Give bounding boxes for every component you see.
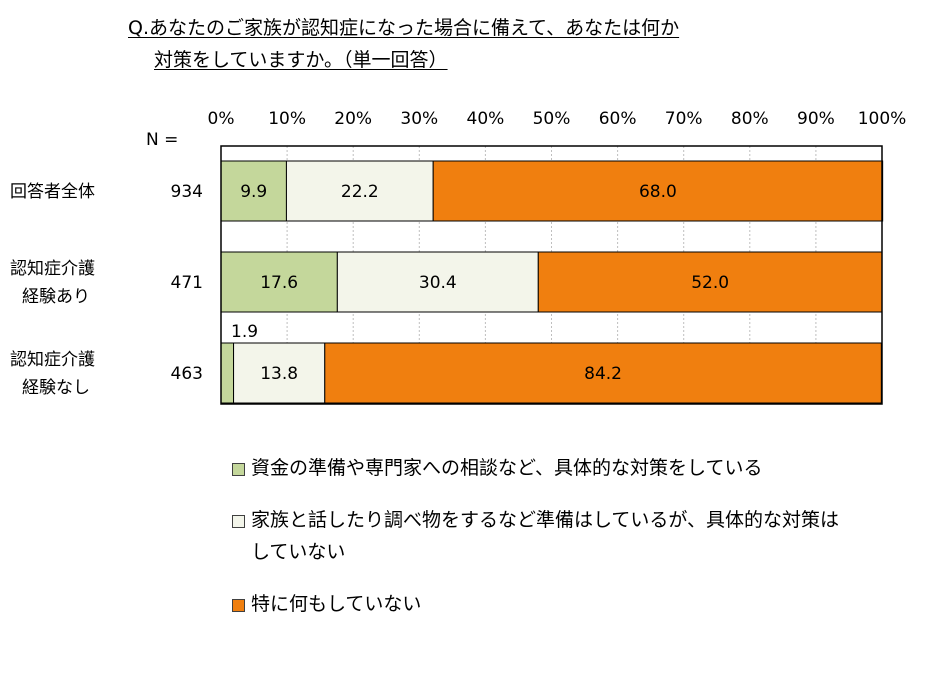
data-label: 9.9 — [240, 182, 267, 202]
legend-item-nothing: 特に何もしていない — [232, 588, 872, 620]
category-label: 回答者全体 — [10, 182, 95, 202]
bar-segment — [537, 251, 883, 313]
legend-label: 特に何もしていない — [251, 593, 422, 615]
bar-segment — [324, 342, 882, 404]
x-tick-label: 90% — [797, 109, 835, 129]
data-label: 22.2 — [341, 182, 379, 202]
legend-swatch-orange — [232, 599, 245, 612]
category-label: 経験あり — [22, 287, 90, 307]
data-label: 17.6 — [260, 273, 298, 293]
legend-label: 家族と話したり調べ物をするなど準備はしているが、具体的な対策はしていない — [251, 509, 840, 563]
x-tick-label: 0% — [208, 109, 235, 129]
bar-segment — [220, 251, 338, 313]
n-label: N = — [146, 130, 178, 150]
bar-segment — [336, 251, 539, 313]
data-label: 13.8 — [260, 364, 298, 384]
legend: 資金の準備や専門家への相談など、具体的な対策をしている 家族と話したり調べ物をす… — [232, 452, 872, 640]
data-label: 84.2 — [584, 364, 622, 384]
x-tick-label: 30% — [400, 109, 438, 129]
n-value: 471 — [171, 273, 203, 293]
legend-item-preparing: 家族と話したり調べ物をするなど準備はしているが、具体的な対策はしていない — [232, 504, 872, 568]
x-tick-label: 70% — [665, 109, 703, 129]
x-tick-label: 60% — [599, 109, 637, 129]
x-tick-label: 10% — [268, 109, 306, 129]
x-tick-label: 40% — [467, 109, 505, 129]
chart-title-line2: 対策をしていますか。（単一回答） — [154, 49, 448, 71]
data-label: 30.4 — [419, 273, 457, 293]
data-label: 68.0 — [639, 182, 677, 202]
n-value: 934 — [171, 182, 203, 202]
legend-item-concrete-measures: 資金の準備や専門家への相談など、具体的な対策をしている — [232, 452, 872, 484]
plot-border — [220, 145, 883, 405]
x-tick-label: 50% — [533, 109, 571, 129]
n-value: 463 — [171, 364, 203, 384]
category-label: 経験なし — [22, 378, 90, 398]
x-tick-label: 80% — [731, 109, 769, 129]
x-tick-label: 20% — [334, 109, 372, 129]
legend-swatch-white — [232, 515, 245, 528]
data-label: 1.9 — [231, 322, 258, 342]
chart-title-line1: Q.あなたのご家族が認知症になった場合に備えて、あなたは何か — [128, 17, 680, 39]
bar-segment — [432, 160, 884, 222]
chart-title: Q.あなたのご家族が認知症になった場合に備えて、あなたは何か 対策をしていますか… — [128, 12, 679, 76]
x-tick-label: 100% — [858, 109, 907, 129]
data-label: 52.0 — [691, 273, 729, 293]
category-label: 認知症介護 — [10, 350, 95, 370]
bar-segment — [220, 342, 235, 404]
stacked-bar-chart: 0% 10% 20% 30% 40% 50% 60% 70% 80% 90% 100% N = 回答者全… — [10, 109, 907, 405]
legend-swatch-green — [232, 463, 245, 476]
legend-label: 資金の準備や専門家への相談など、具体的な対策をしている — [251, 457, 763, 479]
bar-segment — [285, 160, 434, 222]
category-label: 認知症介護 — [10, 259, 95, 279]
